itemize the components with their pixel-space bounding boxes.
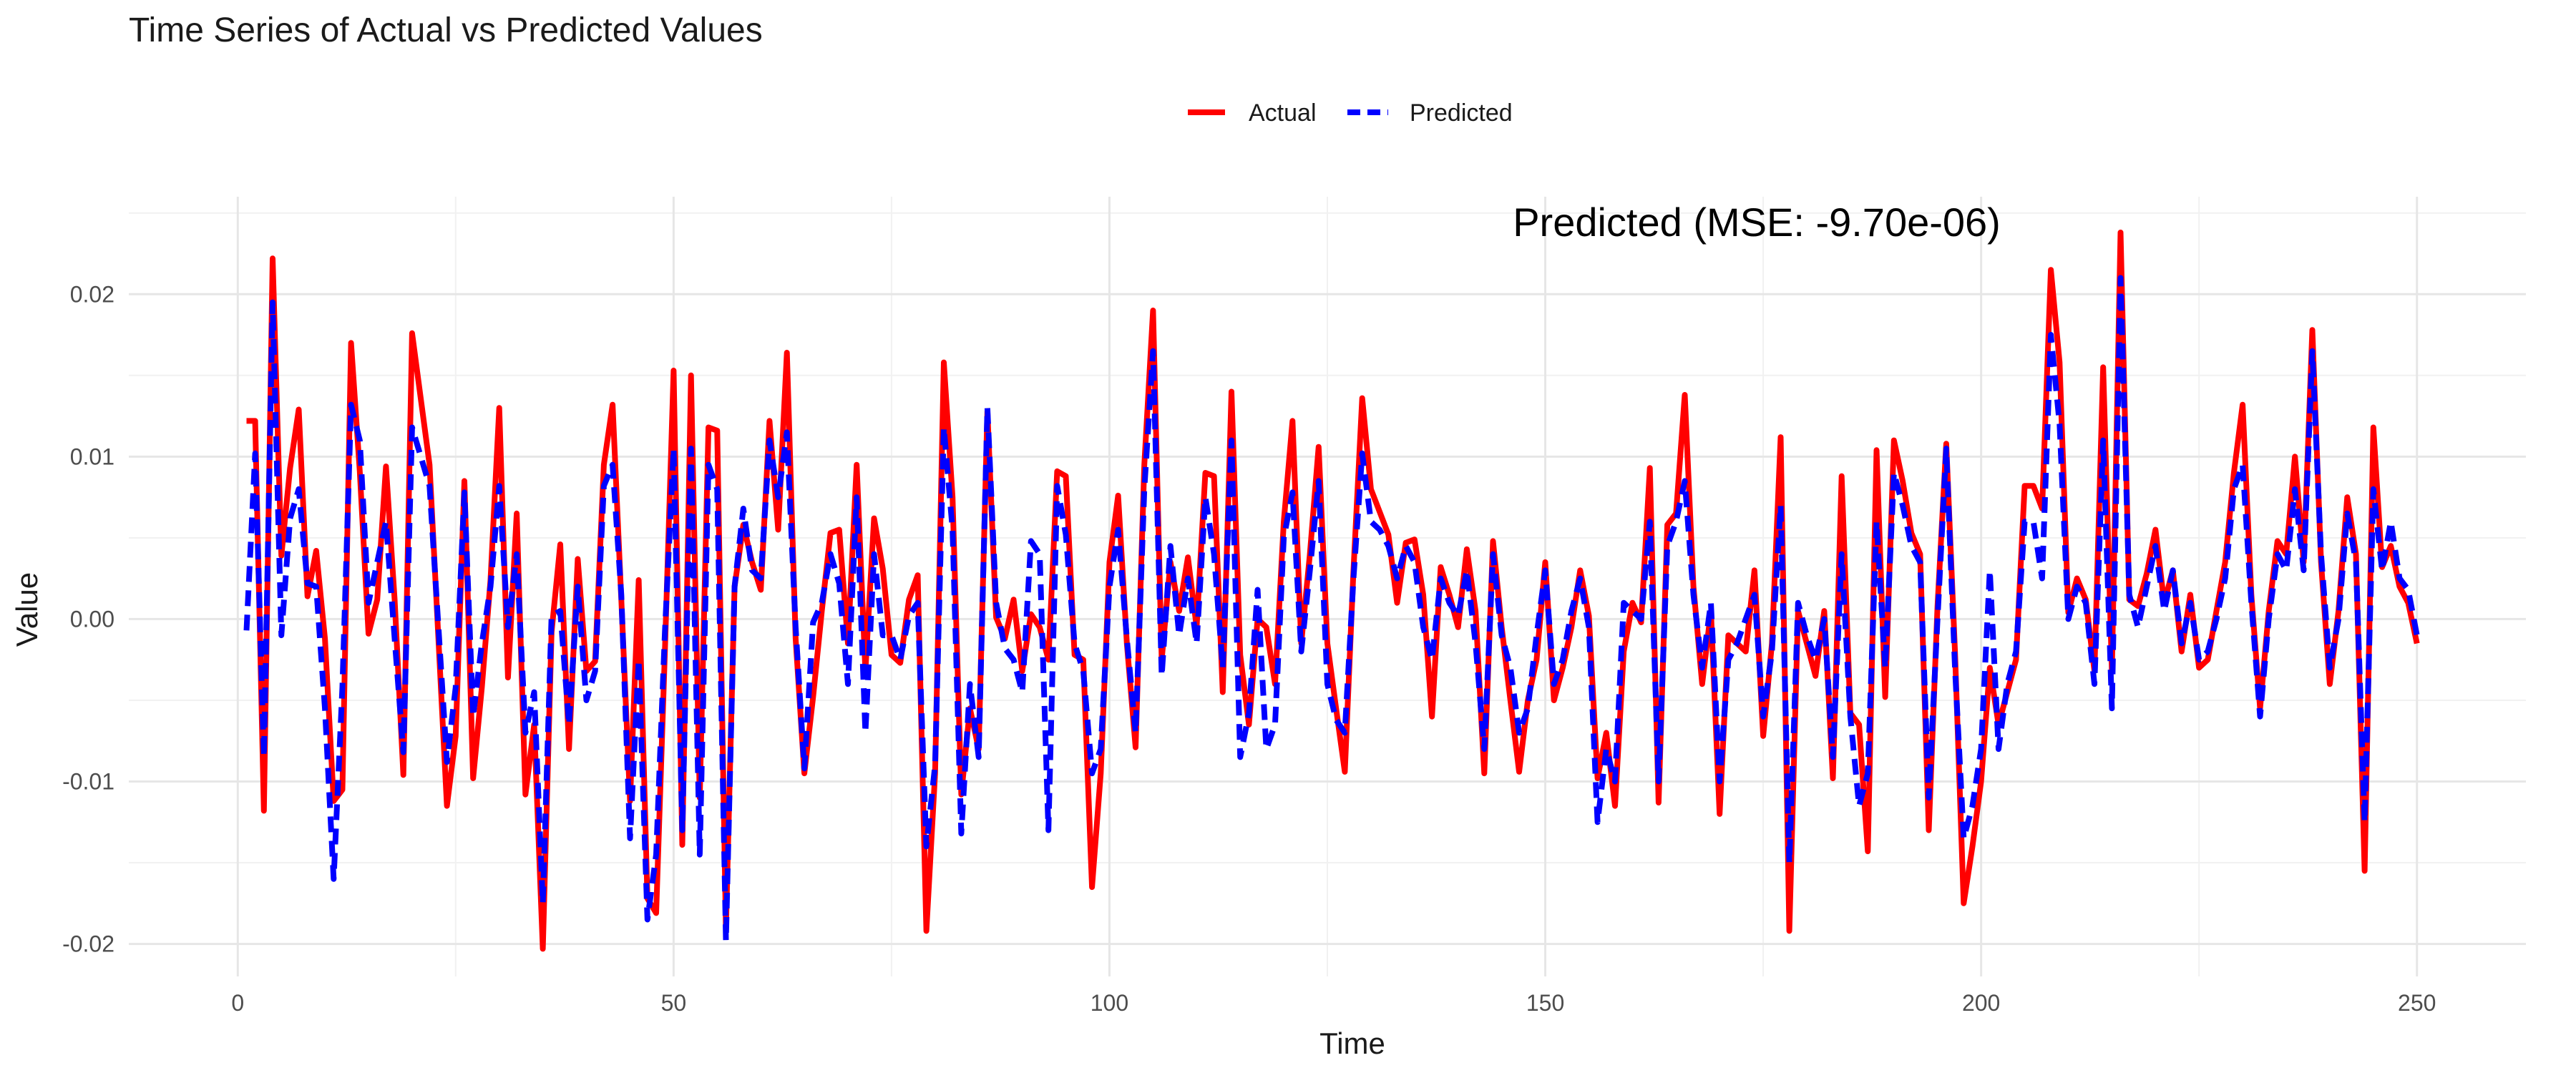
y-axis-ticks: -0.02 -0.01 0.00 0.01 0.02 [62,281,114,956]
y-tick-label: -0.01 [62,769,114,795]
y-tick-label: 0.00 [70,606,114,632]
mse-annotation: Predicted (MSE: -9.70e-06) [1513,200,2001,245]
x-axis-label: Time [1319,1027,1385,1060]
x-tick-label: 200 [1962,990,2000,1016]
y-tick-label: -0.02 [62,931,114,957]
y-tick-label: 0.01 [70,444,114,469]
x-tick-label: 150 [1526,990,1564,1016]
x-tick-label: 100 [1091,990,1128,1016]
y-axis-label: Value [10,572,44,647]
legend: Actual Predicted [1188,99,1513,127]
chart-title: Time Series of Actual vs Predicted Value… [129,11,763,49]
x-tick-label: 250 [2398,990,2436,1016]
x-tick-label: 0 [231,990,244,1016]
legend-label-actual: Actual [1249,99,1317,127]
series-layer [243,230,2420,952]
x-axis-ticks: 0 50 100 150 200 250 [231,990,2436,1016]
x-tick-label: 50 [661,990,687,1016]
series-line-predicted [243,275,2420,944]
y-tick-label: 0.02 [70,281,114,307]
legend-label-predicted: Predicted [1410,99,1513,127]
